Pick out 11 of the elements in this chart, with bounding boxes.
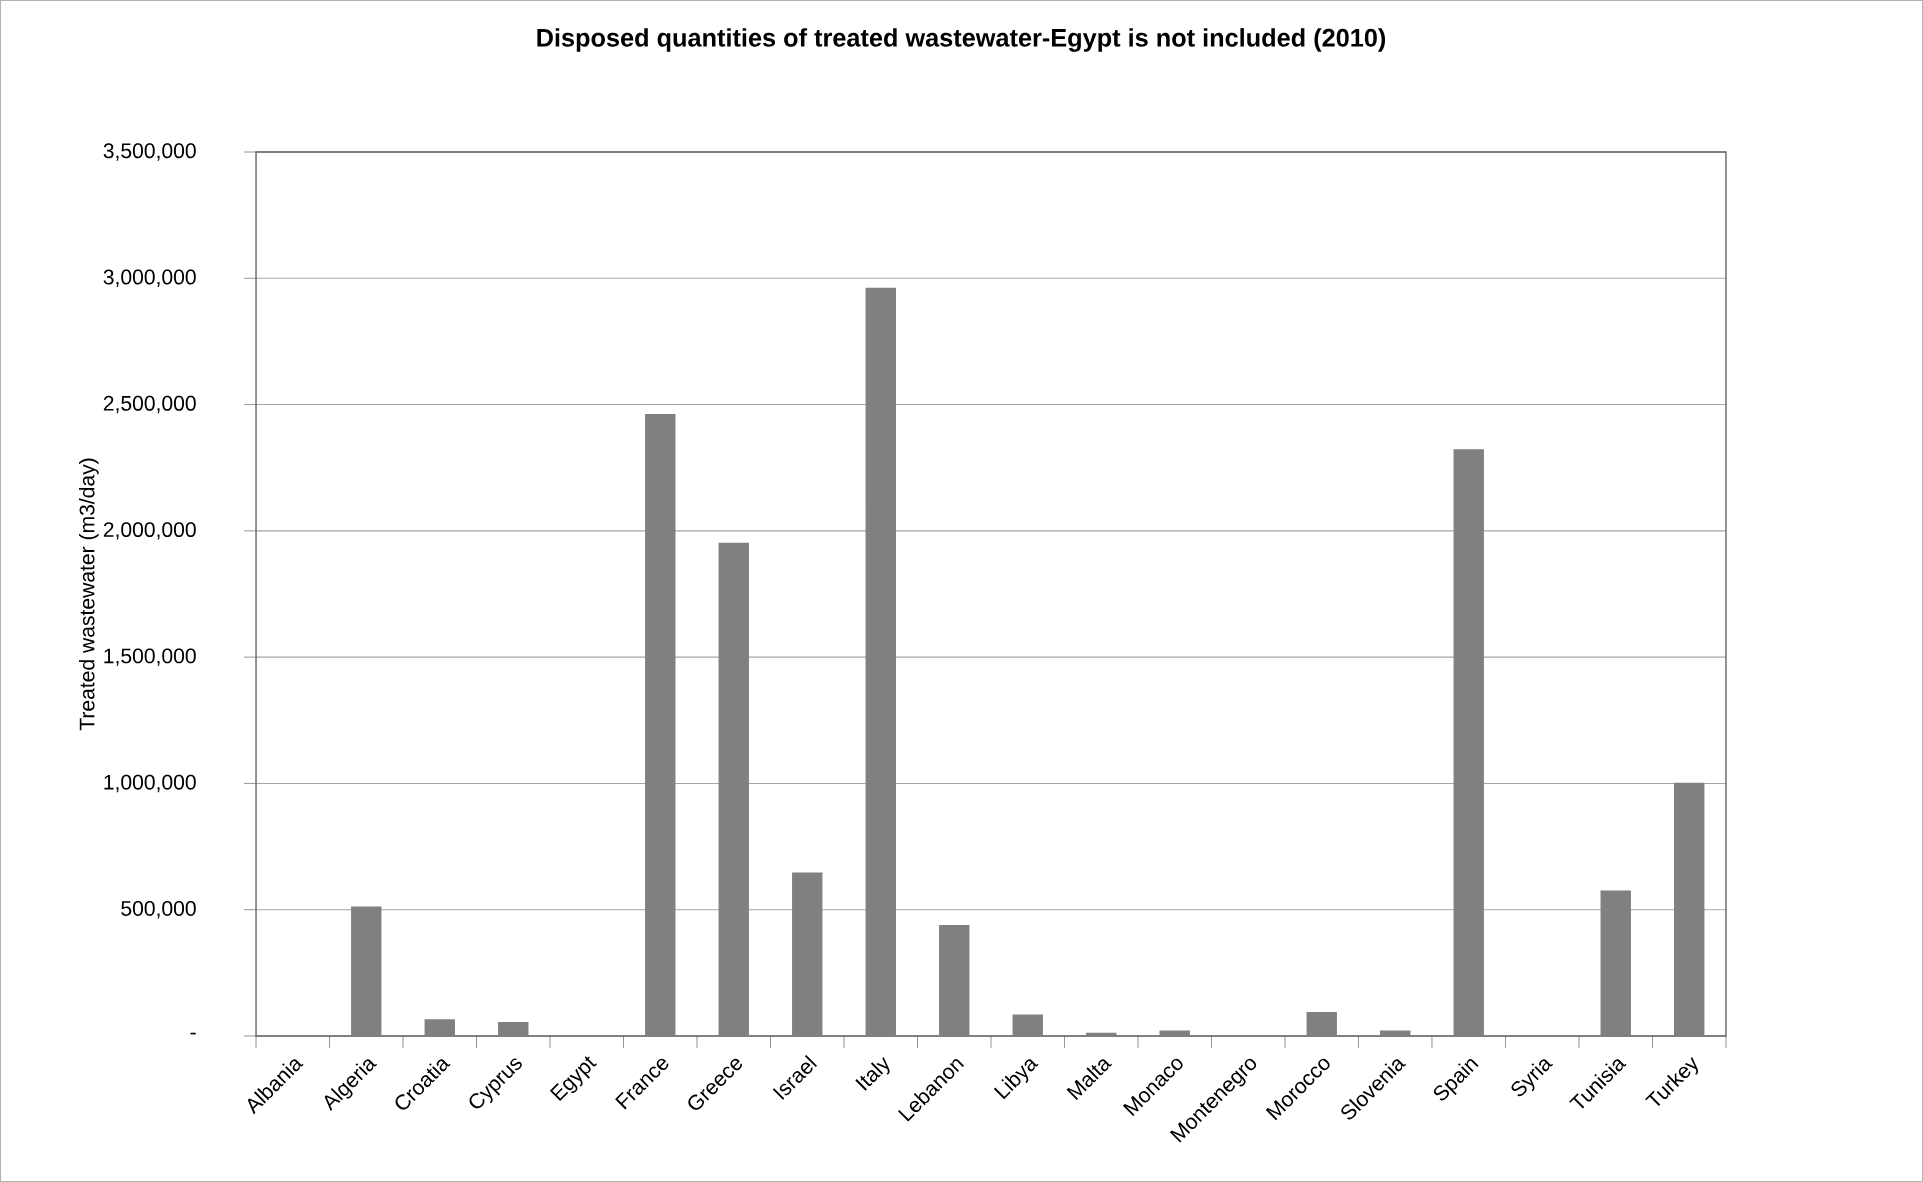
chart-title: Disposed quantities of treated wastewater-Egypt is not included (2010) xyxy=(537,28,1386,52)
y-tick-label: 1,500,000 xyxy=(104,648,196,666)
y-tick-label: 3,500,000 xyxy=(103,143,196,161)
x-tick-label: Italy xyxy=(855,1056,890,1091)
y-tick-label: 2,500,000 xyxy=(103,395,196,414)
y-tick-label: 500,000 xyxy=(121,901,196,919)
y-tick-label: - xyxy=(190,1032,196,1035)
y-tick-label: 1,000,000 xyxy=(104,774,196,793)
y-tick-label: 2,000,000 xyxy=(103,522,196,540)
y-axis-title: Treated wastewater (m3/day) xyxy=(78,458,99,731)
y-tick-label: 3,000,000 xyxy=(103,269,196,288)
